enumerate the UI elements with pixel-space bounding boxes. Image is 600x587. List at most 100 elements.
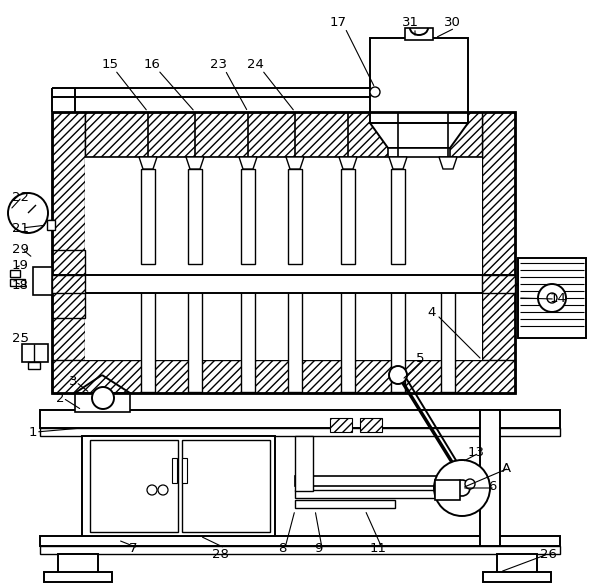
Polygon shape (286, 157, 304, 169)
Bar (370, 38, 468, 123)
Text: 18: 18 (11, 278, 28, 292)
Bar (85, 112, 482, 157)
Bar (182, 458, 187, 483)
Bar (44, 572, 112, 582)
Polygon shape (439, 157, 457, 169)
Bar (483, 572, 551, 582)
Text: 1: 1 (29, 426, 37, 438)
Bar (288, 169, 302, 264)
Bar (172, 458, 177, 483)
Bar (295, 500, 395, 508)
Circle shape (434, 460, 490, 516)
Bar (388, 148, 450, 160)
Bar (391, 169, 405, 264)
Text: 31: 31 (401, 15, 419, 29)
Bar (52, 112, 515, 393)
Bar (295, 436, 313, 491)
Polygon shape (239, 157, 257, 169)
Bar (330, 418, 352, 432)
Text: 13: 13 (467, 446, 485, 458)
Circle shape (370, 87, 380, 97)
Bar (141, 169, 155, 264)
Text: 26: 26 (539, 548, 556, 561)
Text: 22: 22 (11, 191, 29, 204)
Text: 25: 25 (11, 332, 29, 345)
Bar (241, 169, 255, 264)
Bar (341, 292, 355, 392)
Polygon shape (186, 157, 204, 169)
Circle shape (465, 479, 475, 489)
Bar (295, 476, 463, 486)
Polygon shape (139, 157, 157, 169)
Bar (34, 277, 52, 291)
Text: 30: 30 (443, 15, 460, 29)
Bar (391, 292, 405, 392)
Bar (33, 267, 52, 295)
Bar (52, 275, 515, 293)
Bar (141, 292, 155, 392)
Circle shape (547, 293, 557, 303)
Bar (482, 112, 515, 393)
Bar (52, 275, 85, 293)
Bar (52, 360, 515, 393)
Bar (441, 292, 455, 392)
Bar (28, 362, 40, 369)
Polygon shape (339, 157, 357, 169)
Circle shape (389, 366, 407, 384)
Text: 24: 24 (247, 58, 263, 70)
Bar (188, 169, 202, 264)
Polygon shape (75, 393, 130, 412)
Text: 21: 21 (11, 221, 29, 234)
Text: 5: 5 (416, 352, 424, 365)
Bar (241, 292, 255, 392)
Bar (40, 410, 560, 428)
Bar (90, 440, 178, 532)
Circle shape (8, 193, 48, 233)
Bar (360, 418, 382, 432)
Bar (10, 279, 25, 286)
Text: 15: 15 (101, 58, 119, 70)
Bar (497, 554, 537, 574)
Bar (518, 258, 586, 338)
Bar (58, 554, 98, 574)
Bar (182, 440, 270, 532)
Text: 3: 3 (69, 375, 77, 387)
Bar (10, 270, 20, 277)
Text: 28: 28 (212, 548, 229, 561)
Bar (40, 546, 560, 554)
Circle shape (147, 485, 157, 495)
Text: 23: 23 (209, 58, 227, 70)
Bar (82, 436, 275, 536)
Circle shape (92, 387, 114, 409)
Text: 16: 16 (143, 58, 160, 70)
Text: 7: 7 (129, 541, 137, 555)
Bar (52, 112, 85, 393)
Bar (40, 428, 560, 436)
Bar (52, 250, 85, 318)
Bar (40, 536, 560, 546)
Text: 2: 2 (56, 392, 64, 404)
Bar (188, 292, 202, 392)
Circle shape (454, 480, 470, 496)
Text: 19: 19 (11, 258, 28, 272)
Bar (85, 157, 482, 360)
Bar (341, 169, 355, 264)
Text: 6: 6 (488, 481, 496, 494)
Bar (288, 292, 302, 392)
Text: 11: 11 (370, 541, 386, 555)
Polygon shape (370, 123, 468, 148)
Text: 4: 4 (428, 305, 436, 319)
Bar (295, 490, 435, 498)
Text: A: A (502, 461, 511, 474)
Circle shape (538, 284, 566, 312)
Bar (480, 410, 500, 546)
Polygon shape (389, 157, 407, 169)
Bar (22, 344, 48, 362)
Text: 14: 14 (550, 292, 566, 305)
Bar (405, 28, 433, 40)
Bar (47, 220, 55, 230)
Text: 29: 29 (11, 242, 28, 255)
Bar (435, 480, 460, 500)
Circle shape (158, 485, 168, 495)
Text: 17: 17 (329, 15, 347, 29)
